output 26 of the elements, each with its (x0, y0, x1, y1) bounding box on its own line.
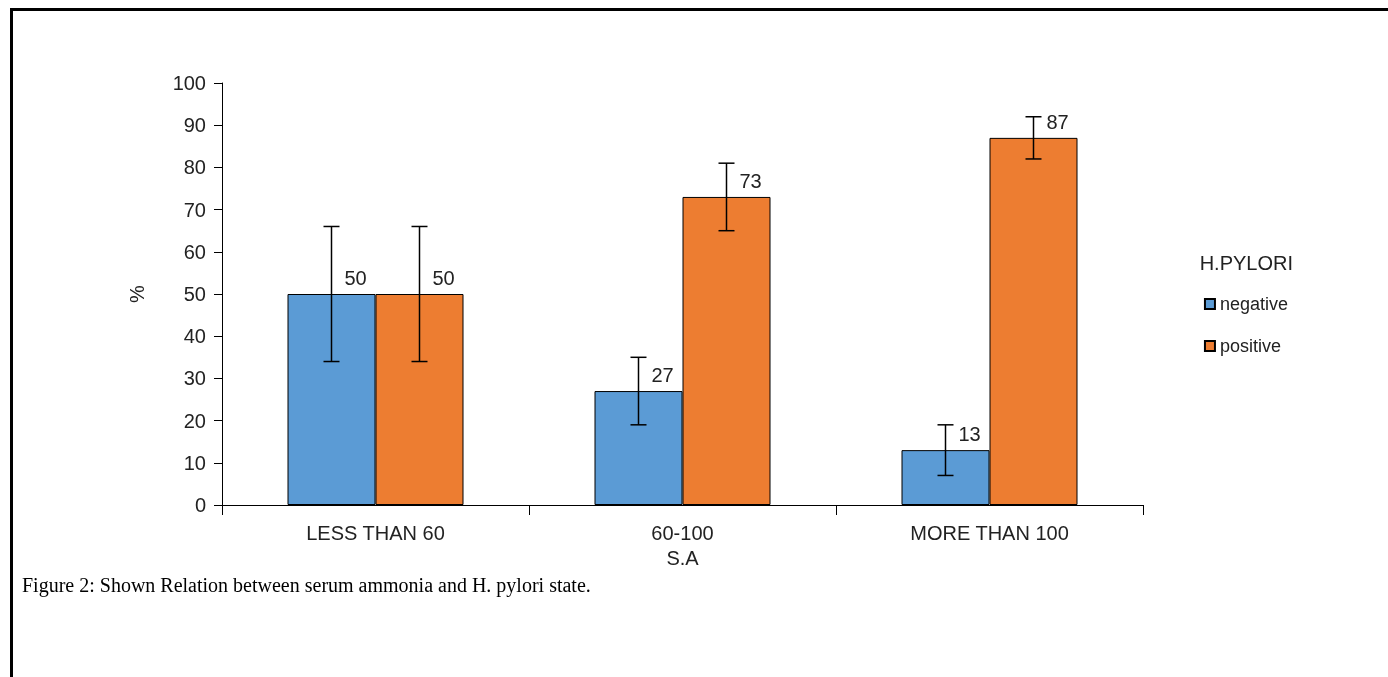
legend-label: negative (1219, 294, 1289, 314)
data-label: 50 (432, 267, 455, 289)
data-label: 13 (958, 423, 981, 446)
data-label: 87 (1046, 110, 1069, 133)
x-axis-title: S.A (666, 546, 700, 569)
x-tick-label: MORE THAN 100 (910, 522, 1069, 544)
y-tick-label: 20 (183, 409, 206, 432)
y-tick-label: 0 (194, 494, 206, 516)
y-tick-label: 70 (183, 198, 206, 221)
y-tick-label: 80 (183, 156, 206, 179)
legend-title: H.PYLORI (1199, 252, 1293, 274)
y-tick-label: 30 (183, 367, 206, 390)
data-label: 73 (739, 169, 762, 192)
data-label: 27 (651, 364, 674, 387)
x-tick-label: LESS THAN 60 (306, 522, 445, 544)
x-tick-label: 60-100 (651, 522, 714, 544)
caption: Figure 2: Shown Relation between serum ammonia and H. pylori state. (22, 574, 591, 597)
y-tick-label: 40 (183, 325, 206, 348)
y-tick-label: 10 (183, 451, 206, 474)
legend-label: positive (1219, 336, 1281, 356)
data-label: 50 (344, 267, 367, 289)
y-tick-label: 60 (183, 240, 206, 263)
y-tick-label: 100 (172, 72, 206, 94)
y-tick-label: 50 (183, 283, 206, 305)
y-tick-label: 90 (183, 114, 206, 137)
y-axis-title: % (126, 284, 148, 303)
